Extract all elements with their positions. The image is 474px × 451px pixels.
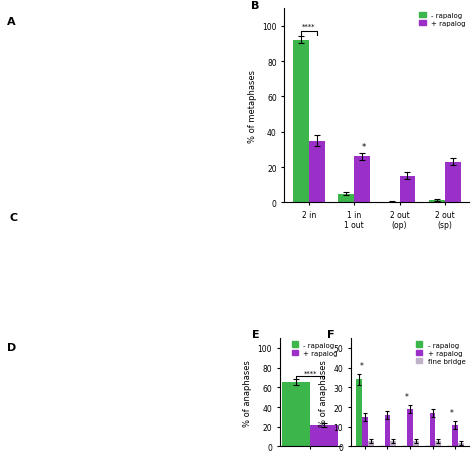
Bar [384,415,391,446]
Bar [368,441,374,446]
Y-axis label: % of anaphases: % of anaphases [243,359,252,426]
Text: C: C [9,212,18,222]
Text: A: A [8,17,16,27]
Bar [356,380,362,446]
Text: *: * [360,361,364,370]
Bar [436,441,441,446]
Text: ****: **** [302,24,316,30]
Text: F: F [327,330,335,340]
Text: B: B [251,1,259,11]
Bar [445,162,461,203]
Text: D: D [8,343,17,353]
Text: *: * [362,143,366,152]
Bar [391,441,396,446]
Text: ****: **** [304,370,317,376]
Text: *: * [450,408,454,417]
Bar [293,41,309,203]
Bar [407,409,413,446]
Y-axis label: % of metaphases: % of metaphases [248,69,257,143]
Legend: - rapalog, + rapalog, fine bridge: - rapalog, + rapalog, fine bridge [416,342,466,364]
Legend: - rapalog, + rapalog: - rapalog, + rapalog [292,342,338,356]
Bar [354,157,370,203]
Bar [458,442,464,446]
Bar [338,194,354,203]
Bar [400,176,415,203]
Bar [309,141,325,203]
Bar [413,441,419,446]
Bar [429,200,445,203]
Bar [452,425,458,446]
Legend: - rapalog, + rapalog: - rapalog, + rapalog [419,13,466,27]
Text: E: E [252,330,260,340]
Bar [310,425,338,446]
Bar [383,202,400,203]
Bar [283,382,310,446]
Text: *: * [405,392,409,401]
Bar [362,417,368,446]
Y-axis label: % of anaphases: % of anaphases [319,359,328,426]
Bar [429,413,436,446]
